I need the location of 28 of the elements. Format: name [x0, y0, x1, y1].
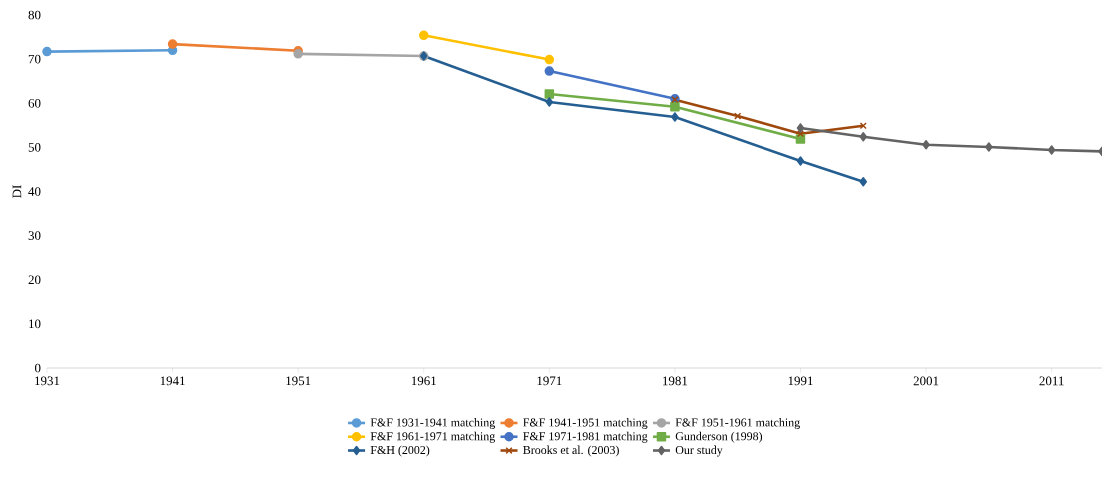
- legend-label: F&H (2002): [370, 445, 430, 457]
- y-tick-label: 80: [28, 10, 41, 20]
- y-tick-label: 60: [28, 98, 41, 108]
- y-tick-label: 20: [28, 275, 41, 285]
- x-tick-label: 1971: [537, 376, 562, 386]
- legend-label: F&F 1971-1981 matching: [523, 431, 648, 443]
- legend-label: F&F 1941-1951 matching: [523, 418, 648, 429]
- x-tick-label: 1991: [788, 376, 813, 386]
- y-tick-label: 0: [35, 363, 41, 373]
- x-tick-label: 2011: [1039, 376, 1064, 386]
- y-axis-title: DI: [12, 185, 22, 198]
- y-tick-label: 30: [28, 231, 41, 240]
- x-tick-label: 2001: [913, 376, 939, 386]
- legend-label: Our study: [675, 445, 723, 457]
- x-tick-label: 1941: [160, 376, 185, 386]
- legend-label: F&F 1931-1941 matching: [370, 418, 495, 429]
- legend-label: F&F 1961-1971 matching: [370, 431, 495, 443]
- y-tick-label: 50: [28, 143, 41, 152]
- legend-label: Gunderson (1998): [675, 431, 763, 443]
- legend-label: F&F 1951-1961 matching: [675, 418, 800, 429]
- y-tick-label: 10: [29, 319, 41, 329]
- legend-label: Brooks et al. (2003): [523, 445, 619, 457]
- x-tick-label: 1981: [663, 376, 688, 386]
- x-tick-label: 1931: [35, 376, 60, 386]
- x-tick-label: 1951: [286, 376, 311, 386]
- y-tick-label: 70: [28, 54, 41, 64]
- y-tick-label: 40: [28, 187, 41, 196]
- x-tick-label: 1961: [411, 376, 436, 386]
